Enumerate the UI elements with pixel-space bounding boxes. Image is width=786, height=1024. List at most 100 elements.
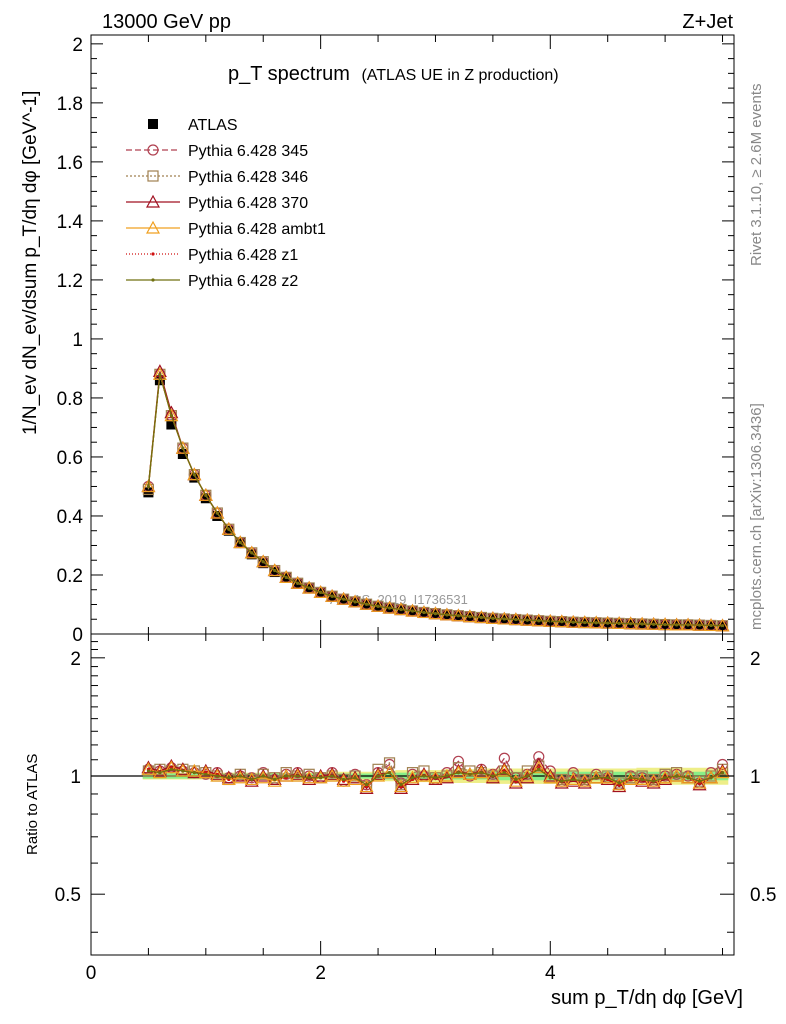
main-data-point <box>233 535 248 549</box>
ratio-data-point <box>715 765 730 779</box>
legend-entry: Pythia 6.428 370 <box>126 194 308 212</box>
main-data-point <box>192 473 196 477</box>
ratio-data-point <box>456 771 461 775</box>
ratio-data-point <box>307 776 311 780</box>
ratio-data-point <box>498 752 510 764</box>
ratio-series <box>141 751 730 794</box>
main-data-point <box>302 580 317 594</box>
main-data-point <box>198 488 213 501</box>
main-data-point <box>189 472 200 483</box>
main-data-point <box>697 623 702 627</box>
main-ytick-label: 1.6 <box>57 153 83 174</box>
main-data-point <box>181 446 185 450</box>
main-data-point <box>376 604 380 608</box>
ratio-data-point <box>359 781 374 794</box>
ratio-data-point <box>508 775 523 789</box>
main-data-point <box>445 613 449 617</box>
main-series-line <box>147 371 723 627</box>
main-ytick-label: 1.4 <box>57 212 84 233</box>
ratio-data-point <box>468 772 472 776</box>
ratio-data-point <box>669 768 684 782</box>
main-data-point <box>164 405 179 419</box>
ratio-data-point <box>652 779 656 783</box>
ratio-data-point <box>525 774 529 778</box>
main-data-point <box>342 597 346 601</box>
main-ticks: 0 0.2 0.4 0.6 0.8 1 1.2 1.4 1.6 1.8 2 <box>57 35 734 646</box>
ratio-ylabel: Ratio to ATLAS <box>24 754 41 855</box>
legend-label: Pythia 6.428 z1 <box>188 247 298 264</box>
main-data-point <box>169 414 173 418</box>
legend-label: Pythia 6.428 346 <box>188 169 308 186</box>
main-data-point <box>204 493 208 497</box>
ratio-data-point <box>141 762 156 775</box>
main-data-point <box>502 617 506 621</box>
ratio-data-point <box>491 774 495 778</box>
main-data-point <box>629 622 633 626</box>
ratio-data-point <box>410 776 415 780</box>
main-data-point <box>175 440 190 454</box>
header-right: Z+Jet <box>682 11 733 33</box>
legend-marker <box>151 252 155 256</box>
main-ytick-label: 0.2 <box>57 566 83 587</box>
main-data-point <box>143 487 154 498</box>
main-series-line <box>147 374 723 627</box>
ratio-data-point <box>464 765 476 777</box>
main-data-point <box>212 510 223 521</box>
main-data-point <box>491 616 495 620</box>
ratio-data-point <box>152 763 167 777</box>
ratio-data-point <box>577 775 592 789</box>
main-series-line <box>147 374 723 627</box>
ratio-data-point <box>566 772 581 786</box>
main-ytick-label: 0.8 <box>57 389 83 410</box>
ratio-data-point <box>383 757 396 769</box>
ratio-data-point <box>146 769 151 773</box>
main-data-point <box>468 614 472 619</box>
main-ytick-label: 1.2 <box>57 271 83 292</box>
main-data-point <box>709 623 713 628</box>
ratio-xtick-label: 0 <box>86 963 97 984</box>
main-data-point <box>686 623 690 627</box>
ratio-data-point <box>210 767 225 780</box>
ratio-data-point <box>359 779 374 793</box>
ratio-data-point <box>141 760 156 774</box>
ratio-data-point <box>720 771 725 775</box>
ratio-data-point <box>663 776 667 780</box>
ratio-data-point <box>606 776 610 780</box>
ratio-data-point <box>336 773 351 787</box>
ratio-data-point <box>164 758 179 772</box>
ratio-data-point <box>554 775 569 789</box>
ratio-data-point <box>566 773 581 787</box>
main-data-point <box>606 621 610 625</box>
main-title-text: p_T spectrum <box>228 63 350 85</box>
ratio-data-point <box>474 763 489 777</box>
main-data-point <box>307 586 311 590</box>
legend-entry: Pythia 6.428 346 <box>126 169 308 186</box>
ratio-data-point <box>387 771 392 775</box>
ratio-data-point <box>560 779 564 783</box>
main-data-point <box>146 484 151 489</box>
main-data-point <box>158 372 162 376</box>
main-ylabel: 1/N_ev dN_ev/dsum p_T/dη dφ [GeV^-1] <box>20 91 41 435</box>
main-data-point <box>525 618 529 622</box>
main-data-point <box>227 527 231 531</box>
legend-label: Pythia 6.428 ambt1 <box>188 221 326 238</box>
ratio-data-point <box>533 751 545 763</box>
main-data-point <box>652 622 656 626</box>
ratio-data-point <box>244 773 259 787</box>
main-data-point <box>674 623 679 627</box>
legend-entry: Pythia 6.428 ambt1 <box>126 220 326 238</box>
ratio-data-point <box>514 777 518 782</box>
ratio-data-point <box>497 762 512 775</box>
main-data-point <box>290 575 305 589</box>
ratio-data-point <box>256 768 271 782</box>
ratio-data-point <box>342 777 346 782</box>
ratio-data-point <box>474 765 489 779</box>
ratio-data-point <box>158 771 162 775</box>
main-data-point <box>617 621 621 625</box>
ratio-data-point <box>635 773 650 787</box>
ratio-data-point <box>330 774 334 778</box>
ratio-data-point <box>169 767 173 771</box>
ratio-series-5 <box>146 767 725 787</box>
ratio-data-point <box>697 779 702 783</box>
ratio-data-point <box>325 767 340 780</box>
